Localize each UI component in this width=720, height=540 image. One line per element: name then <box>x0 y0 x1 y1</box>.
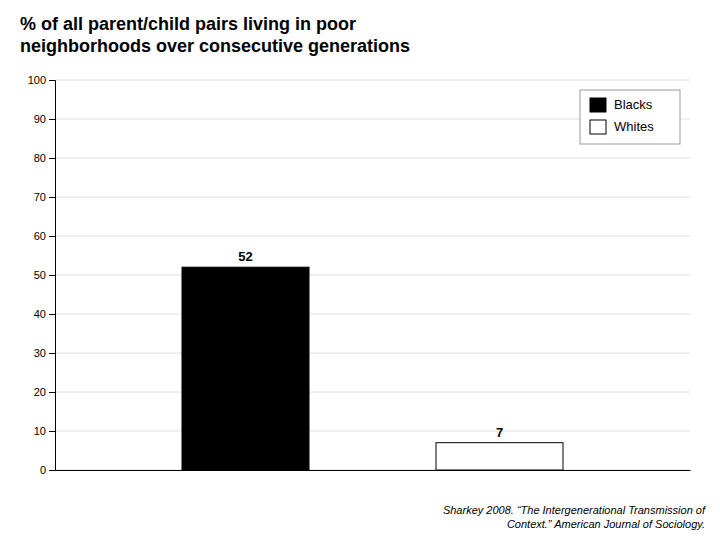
y-tick-mark <box>49 353 55 354</box>
legend-swatch <box>590 120 606 134</box>
grid-line <box>55 353 690 354</box>
y-tick-mark <box>49 236 55 237</box>
grid-line <box>55 431 690 432</box>
bars <box>182 267 563 470</box>
y-tick-label: 80 <box>34 152 46 164</box>
y-tick: 70 <box>34 191 55 203</box>
grid-line <box>55 392 690 393</box>
y-tick: 90 <box>34 113 55 125</box>
y-tick: 20 <box>34 386 55 398</box>
y-tick-label: 10 <box>34 425 46 437</box>
y-tick-label: 40 <box>34 308 46 320</box>
data-labels: 52 7 <box>238 249 503 440</box>
chart-title: % of all parent/child pairs living in po… <box>20 14 410 56</box>
grid-line <box>55 470 690 471</box>
grid-line <box>55 236 690 237</box>
legend-label: Blacks <box>614 97 653 112</box>
legend-swatch <box>590 98 606 112</box>
grid-line <box>55 314 690 315</box>
y-tick-label: 20 <box>34 386 46 398</box>
legend-item: Whites <box>590 119 654 134</box>
y-tick-label: 90 <box>34 113 46 125</box>
y-tick-label: 30 <box>34 347 46 359</box>
y-tick-mark <box>49 197 55 198</box>
y-tick: 100 <box>28 74 55 86</box>
y-tick-mark <box>49 119 55 120</box>
footnote: Context.” American Journal of Sociology. <box>507 518 705 530</box>
y-tick-label: 70 <box>34 191 46 203</box>
y-tick: 10 <box>34 425 55 437</box>
y-tick-mark <box>49 431 55 432</box>
y-tick-mark <box>49 80 55 81</box>
data-label: 7 <box>496 425 503 440</box>
bar <box>436 443 563 470</box>
y-tick-mark <box>49 275 55 276</box>
y-axis-line <box>49 81 56 471</box>
y-tick-label: 60 <box>34 230 46 242</box>
grid-line <box>55 80 690 81</box>
y-tick: 0 <box>40 464 55 476</box>
legend-frame <box>580 90 680 144</box>
legend: Blacks Whites <box>580 90 680 144</box>
chart: 0 10 20 30 40 50 60 70 80 90 100 52 7 Blacks Whites % o… <box>0 0 720 540</box>
y-axis: 0 10 20 30 40 50 60 70 80 90 100 <box>28 74 56 476</box>
grid <box>55 80 690 470</box>
bar <box>182 267 309 470</box>
y-tick: 50 <box>34 269 55 281</box>
y-tick-label: 0 <box>40 464 46 476</box>
data-label: 52 <box>238 249 252 264</box>
y-tick: 80 <box>34 152 55 164</box>
y-tick-label: 100 <box>28 74 46 86</box>
y-tick-mark <box>49 470 55 471</box>
y-tick-mark <box>49 392 55 393</box>
y-tick: 30 <box>34 347 55 359</box>
legend-label: Whites <box>614 119 654 134</box>
plot-area: 0 10 20 30 40 50 60 70 80 90 100 52 7 Blacks Whites <box>28 74 691 476</box>
y-tick-mark <box>49 314 55 315</box>
y-tick: 40 <box>34 308 55 320</box>
grid-line <box>55 158 690 159</box>
y-tick-mark <box>49 158 55 159</box>
grid-line <box>55 197 690 198</box>
grid-line <box>55 275 690 276</box>
y-tick: 60 <box>34 230 55 242</box>
footnote: Sharkey 2008. “The Intergenerational Tra… <box>443 504 706 516</box>
x-axis-line <box>56 470 691 471</box>
y-tick-label: 50 <box>34 269 46 281</box>
legend-item: Blacks <box>590 97 653 112</box>
x-axis <box>56 470 691 472</box>
